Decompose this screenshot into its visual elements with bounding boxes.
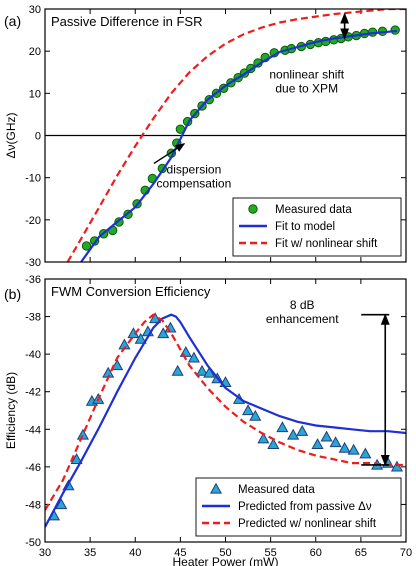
- x-tick-label: 45: [174, 547, 186, 559]
- x-tick-label: 35: [84, 547, 96, 559]
- legend-label: Measured data: [238, 484, 315, 496]
- y-tick-label: 0: [35, 131, 41, 143]
- y-tick-label: -40: [25, 349, 41, 361]
- chart-title: Passive Difference in FSR: [51, 14, 203, 29]
- data-point: [187, 351, 200, 363]
- x-tick-label: 70: [400, 547, 412, 559]
- legend-key: [248, 204, 258, 214]
- plot-frame: [44, 8, 407, 263]
- panel-b-chart: 30 35 40 45 50 55 60 65 70 -50 -48 -46 -44 -42 -40 -38 -…: [4, 274, 412, 566]
- y-tick-label: -44: [25, 424, 41, 436]
- y-tick-label: -50: [25, 537, 41, 549]
- y-tick-label: -10: [25, 173, 41, 185]
- x-axis-label: Heater Power (mW): [172, 555, 278, 566]
- data-point: [296, 424, 309, 436]
- panel-label: (b): [4, 286, 21, 302]
- annotation-arrow: [153, 143, 186, 165]
- data-point: [242, 404, 255, 416]
- annotation-text: enhancement: [266, 312, 339, 326]
- y-tick-label: -42: [25, 387, 41, 399]
- annotation-text: nonlinear shift: [269, 68, 344, 82]
- panel-a-chart: -30 -20 -10 0 10 20 30 (a) Passive Difference in…: [4, 4, 407, 269]
- y-tick-label: -36: [25, 274, 41, 286]
- x-tick-label: 30: [39, 547, 51, 559]
- legend-box: [195, 477, 402, 537]
- y-axis-label: Δν(GHz): [4, 112, 18, 158]
- legend-label: Predicted from passive Δν: [238, 501, 372, 513]
- data-point: [249, 409, 262, 421]
- x-tick-label: 55: [265, 547, 277, 559]
- plot-frame: [44, 278, 407, 543]
- y-tick-label: -30: [25, 257, 41, 269]
- annotation-text: 8 dB: [290, 298, 315, 312]
- y-tick-label: 10: [29, 88, 41, 100]
- data-point: [287, 428, 300, 440]
- data-point: [338, 441, 351, 453]
- x-tick-label: 50: [219, 547, 231, 559]
- legend-label: Measured data: [275, 204, 352, 216]
- data-point: [311, 438, 324, 449]
- legend-label: Fit w/ nonlinear shift: [275, 238, 378, 250]
- y-tick-label: -38: [25, 312, 41, 324]
- data-point: [267, 438, 280, 449]
- panel-label: (a): [4, 13, 21, 29]
- y-tick-label: -20: [25, 215, 41, 227]
- annotation-text: compensation: [157, 176, 232, 190]
- y-tick-label: -46: [25, 462, 41, 474]
- legend-label: Predicted w/ nonlinear shift: [238, 518, 377, 530]
- series-group: [45, 312, 406, 528]
- data-point: [111, 359, 124, 371]
- data-point: [81, 241, 92, 251]
- y-tick-label: 30: [29, 4, 41, 16]
- annotation-text: due to XPM: [275, 82, 338, 96]
- series-line: [45, 313, 406, 528]
- data-point: [320, 430, 333, 442]
- annotation-text: dispersion: [167, 162, 222, 176]
- y-axis-label: Efficiency (dB): [4, 372, 18, 449]
- y-tick-label: -48: [25, 499, 41, 511]
- data-point: [359, 447, 372, 459]
- data-point: [149, 312, 162, 324]
- data-point: [55, 498, 68, 510]
- data-point: [171, 364, 184, 376]
- data-point: [347, 443, 360, 455]
- data-point: [70, 453, 83, 465]
- data-point: [390, 460, 404, 472]
- series-line: [80, 29, 398, 262]
- series-line: [45, 313, 406, 511]
- data-point: [329, 436, 342, 448]
- data-point: [157, 327, 170, 339]
- data-point: [195, 364, 209, 376]
- chart-title: FWM Conversion Efficiency: [51, 284, 211, 299]
- y-tick-label: 20: [29, 46, 41, 58]
- legend-key: [209, 482, 223, 494]
- data-point: [257, 432, 270, 444]
- data-point: [179, 346, 192, 357]
- x-tick-label: 60: [310, 547, 322, 559]
- data-point: [76, 428, 89, 440]
- x-tick-label: 40: [129, 547, 141, 559]
- x-tick-label: 65: [355, 547, 367, 559]
- data-point: [134, 332, 147, 344]
- legend-label: Fit to model: [275, 221, 335, 233]
- data-point: [276, 421, 289, 433]
